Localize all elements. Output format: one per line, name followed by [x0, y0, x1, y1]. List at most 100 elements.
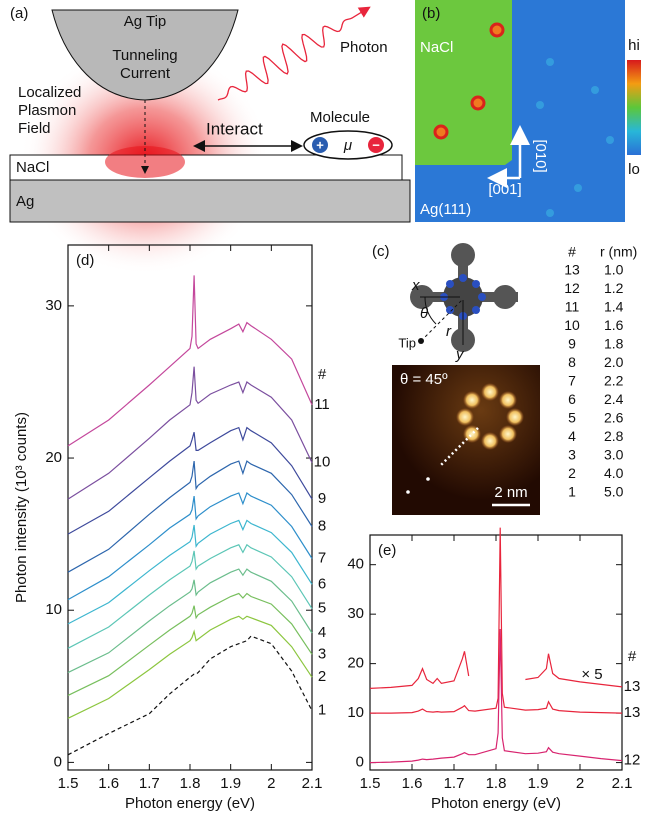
panel-label: (c): [372, 243, 390, 260]
nacl-label: NaCl: [16, 159, 49, 176]
negative-charge: [368, 137, 384, 153]
x-tick-label: 1.6: [98, 775, 119, 792]
y-tick-label: 40: [347, 556, 364, 573]
table-cell: 1.0: [604, 262, 624, 278]
table-cell: 4.0: [604, 465, 624, 481]
panel-label: (e): [378, 542, 396, 559]
table-cell: 2.6: [604, 410, 624, 426]
panel-b: (b) NaCl Ag(111) [010] [001] hi lo: [415, 0, 641, 222]
x-tick-label: 1.5: [58, 775, 79, 792]
x-tick-label: 1.9: [220, 775, 241, 792]
x-axis-title: Photon energy (eV): [431, 795, 561, 812]
plasmon-label: Field: [18, 120, 51, 137]
x-tick-label: 1.7: [444, 775, 465, 792]
table-cell: 2.0: [604, 354, 624, 370]
annotation: × 5: [581, 666, 602, 683]
colorbar-hi: hi: [628, 37, 640, 54]
table-header: #: [568, 244, 576, 260]
legend-label: 4: [318, 624, 326, 641]
substrate-label: Ag(111): [420, 201, 471, 218]
table-cell: 4: [568, 428, 576, 444]
angle-label: θ = 45º: [400, 371, 448, 388]
x-tick-label: 1.8: [180, 775, 201, 792]
molecule-dot: [433, 124, 449, 140]
table-cell: 1.4: [604, 299, 624, 315]
ag-layer: [9, 179, 411, 223]
direction-label: [001]: [488, 181, 521, 198]
x-tick-label: 1.9: [528, 775, 549, 792]
y-axis-title: Photon intensity (10³ counts): [13, 412, 30, 603]
table-cell: 9: [568, 336, 576, 352]
table-header: r (nm): [600, 244, 637, 260]
x-tick-label: 2.1: [302, 775, 323, 792]
minus-label: −: [372, 137, 380, 152]
dipole-label: μ: [343, 137, 352, 154]
x-tick-label: 1.5: [360, 775, 381, 792]
interact-label: Interact: [206, 119, 263, 138]
nacl-island: [415, 0, 512, 165]
tip-label: Tip: [398, 335, 416, 350]
series-line: [67, 592, 313, 696]
table-cell: 13: [564, 262, 580, 278]
tip-dot: [418, 338, 424, 344]
molecule-lobes: [456, 383, 524, 450]
panel-label: (d): [76, 252, 94, 269]
panel-label: (b): [422, 5, 440, 22]
table-cell: 1: [568, 484, 576, 500]
theta-arc: [424, 296, 437, 325]
table-cell: 2: [568, 465, 576, 481]
ag-tip: [51, 9, 239, 101]
series-line: [67, 275, 313, 447]
nacl-label: NaCl: [420, 39, 453, 56]
legend-label: 8: [318, 517, 326, 534]
table-cell: 3: [568, 447, 576, 463]
table-cell: 12: [564, 280, 580, 296]
series-line: [369, 628, 623, 764]
series-line: [67, 615, 313, 719]
table-cell: 2.8: [604, 428, 624, 444]
table-cell: 3.0: [604, 447, 624, 463]
panel-a: (a) Ag Tip Tunneling Current Localized P…: [9, 5, 411, 275]
series-line: [67, 568, 313, 674]
tip-position: [406, 490, 410, 494]
legend-label: 13: [624, 704, 641, 721]
table-cell: 11: [565, 299, 580, 315]
series-line: [67, 426, 313, 535]
x-tick-label: 2: [576, 775, 584, 792]
tip-path: [439, 427, 479, 467]
plot-frame: [369, 534, 623, 771]
y-tick-label: 30: [45, 297, 62, 314]
molecule-label: Molecule: [310, 109, 370, 126]
r-label: r: [446, 323, 452, 340]
x-label: x: [411, 277, 420, 294]
series-line: [67, 460, 313, 573]
table-cell: 1.6: [604, 317, 624, 333]
x-tick-label: 1.8: [486, 775, 507, 792]
r-line: [420, 298, 464, 342]
y-tick-label: 10: [347, 704, 364, 721]
positive-charge: [312, 137, 328, 153]
plus-label: +: [316, 137, 324, 152]
y-tick-label: 30: [347, 605, 364, 622]
y-label: y: [455, 346, 465, 363]
y-tick-label: 10: [45, 601, 62, 618]
current-label: Current: [120, 65, 171, 82]
legend-label: 5: [318, 600, 326, 617]
colorbar: [627, 60, 641, 155]
table-cell: 10: [564, 317, 580, 333]
photon-label: Photon: [340, 39, 388, 56]
table-cell: 2.4: [604, 391, 624, 407]
current-label: Tunneling: [112, 47, 177, 64]
molecules: [433, 22, 505, 140]
legend-label: 12: [624, 752, 641, 769]
y-tick-label: 20: [45, 449, 62, 466]
molecule-dot: [470, 95, 486, 111]
series-line: [67, 543, 313, 649]
series-line: [369, 651, 623, 689]
x-tick-label: 1.6: [402, 775, 423, 792]
photon-wave: [217, 6, 371, 101]
plasmon-label: Plasmon: [18, 102, 76, 119]
x-tick-label: 2.1: [612, 775, 633, 792]
colorbar-lo: lo: [628, 161, 640, 178]
legend-title: #: [318, 366, 327, 383]
